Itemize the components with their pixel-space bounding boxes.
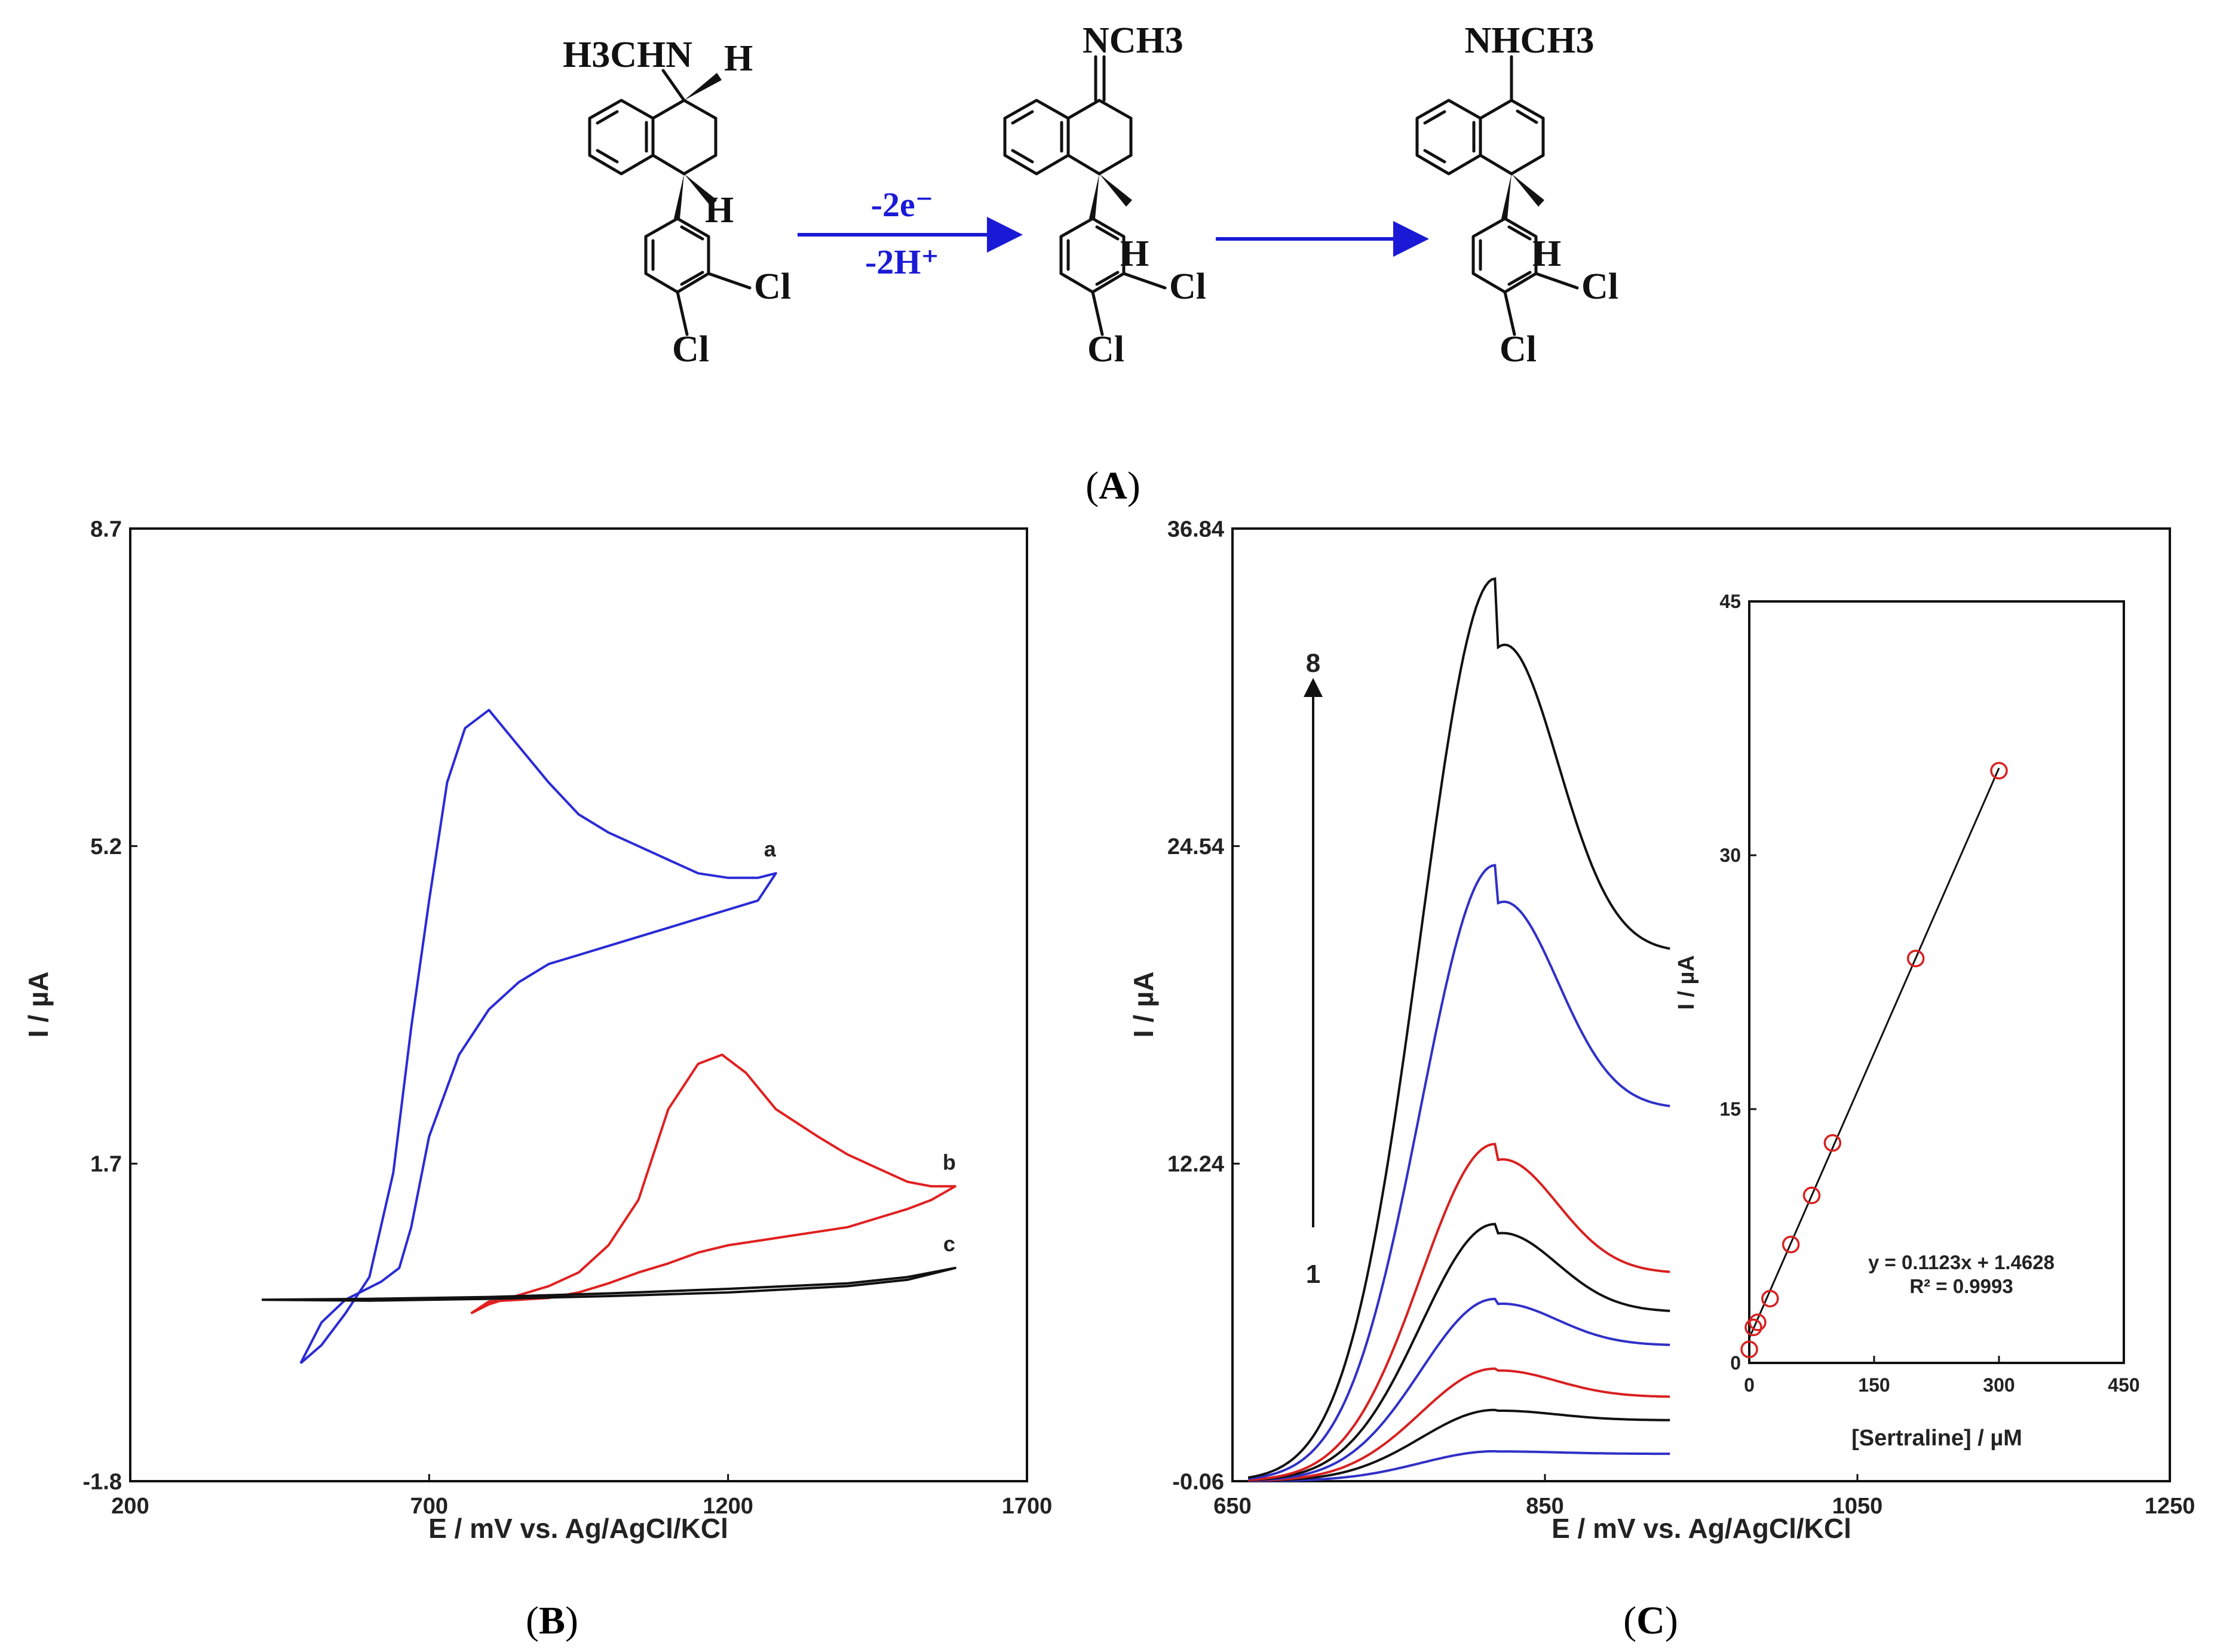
panel-c-x-tick-label: 650 bbox=[1213, 1494, 1251, 1519]
panel-c-label: (C) bbox=[1623, 1599, 1678, 1642]
panel-b-x-axis-title: E / mV vs. Ag/AgCl/KCl bbox=[428, 1513, 728, 1544]
arrow-1-top-label: -2e⁻ bbox=[871, 185, 934, 224]
panel-b-y-tick-label: 1.7 bbox=[90, 1152, 122, 1177]
cl-bottom-label: Cl bbox=[672, 329, 709, 370]
panel-c-chart: 650 850 1050 1250 -0.06 12.24 24.54 36.84 8 1 E… bbox=[1128, 517, 2195, 1642]
panel-c-y-tick-label: -0.06 bbox=[1172, 1469, 1224, 1494]
calibration-point bbox=[1744, 1318, 1762, 1337]
molecule-3: NHCH3 H Cl Cl bbox=[1415, 20, 1618, 370]
inset-frame bbox=[1748, 600, 2125, 1364]
h-top-label: H bbox=[724, 38, 753, 79]
panel-b-y-tick-label: -1.8 bbox=[83, 1469, 122, 1494]
dpv-curve-1 bbox=[1248, 1450, 1670, 1482]
reaction-scheme: H3CHN H H Cl Cl -2e⁻ -2H⁺ bbox=[563, 20, 1618, 508]
inset-y-axis-title: I / µA bbox=[1674, 955, 1699, 1010]
calibration-point bbox=[1823, 1134, 1842, 1152]
inset-y-tick-label: 30 bbox=[1719, 845, 1741, 866]
inset-x-axis-title: [Sertraline] / µM bbox=[1851, 1426, 2022, 1451]
dpv-curve-3 bbox=[1248, 1367, 1670, 1482]
dpv-curve-7 bbox=[1247, 864, 1670, 1480]
panel-b-ticks: 200 700 1200 1700 -1.8 1.7 5.2 8.7 bbox=[83, 517, 1053, 1519]
h-bottom-label: H bbox=[1532, 234, 1561, 274]
fit-r-squared: R² = 0.9993 bbox=[1909, 1275, 2013, 1297]
inset-y-tick-label: 15 bbox=[1719, 1098, 1741, 1120]
panel-b-chart: 200 700 1200 1700 -1.8 1.7 5.2 8.7 a b c E / mV v… bbox=[23, 517, 1052, 1642]
dpv-curve-2 bbox=[1248, 1408, 1670, 1482]
fit-equation: y = 0.1123x + 1.4628 bbox=[1868, 1251, 2055, 1273]
inset-y-tick-label: 0 bbox=[1730, 1352, 1741, 1374]
cl-right-label: Cl bbox=[1169, 266, 1206, 307]
panel-b-series: a b c bbox=[262, 708, 956, 1365]
cl-right-label: Cl bbox=[754, 266, 791, 307]
panel-b-x-tick-label: 200 bbox=[111, 1494, 149, 1519]
panel-c-ticks: 650 850 1050 1250 -0.06 12.24 24.54 36.84 bbox=[1167, 517, 2195, 1519]
dpv-curve-6 bbox=[1248, 1143, 1670, 1481]
panel-b-x-tick-label: 700 bbox=[410, 1494, 448, 1519]
cv-curve-label-c: c bbox=[943, 1232, 955, 1256]
panel-b-y-tick-label: 5.2 bbox=[90, 834, 122, 859]
panel-c-x-axis-title: E / mV vs. Ag/AgCl/KCl bbox=[1552, 1513, 1851, 1544]
calibration-point bbox=[1749, 1313, 1767, 1331]
dpv-curve-4 bbox=[1248, 1297, 1670, 1482]
cv-curve-b bbox=[470, 1054, 956, 1315]
calibration-point bbox=[1761, 1289, 1779, 1308]
dpv-curve-5 bbox=[1248, 1223, 1670, 1482]
amine-label: H3CHN bbox=[563, 35, 692, 75]
arrow-end-label: 8 bbox=[1306, 649, 1320, 678]
panel-a-label: (A) bbox=[1086, 464, 1140, 508]
panel-c-y-axis-title: I / µA bbox=[1128, 972, 1159, 1038]
calibration-point bbox=[1802, 1186, 1821, 1205]
inset-y-tick-label: 45 bbox=[1719, 591, 1741, 612]
cv-curve-label-b: b bbox=[943, 1150, 956, 1174]
inset-x-tick-label: 300 bbox=[1983, 1374, 2015, 1396]
inset-x-tick-label: 0 bbox=[1744, 1374, 1755, 1396]
molecule-2: NCH3 H Cl Cl bbox=[1003, 20, 1206, 370]
cv-curve-label-a: a bbox=[764, 837, 777, 861]
calibration-point bbox=[1906, 950, 1925, 968]
cl-bottom-label: Cl bbox=[1500, 329, 1537, 370]
imine-label: NCH3 bbox=[1083, 20, 1183, 61]
panel-c-x-tick-label: 1050 bbox=[1832, 1494, 1883, 1519]
inset-x-tick-label: 450 bbox=[2108, 1374, 2139, 1396]
dpv-curve-8 bbox=[1247, 577, 1670, 1479]
inset-marks bbox=[1740, 761, 2008, 1359]
h-bottom-label: H bbox=[1120, 234, 1149, 274]
enamine-label: NHCH3 bbox=[1465, 20, 1595, 61]
panel-b-x-tick-label: 1200 bbox=[703, 1494, 753, 1519]
panel-c-y-tick-label: 24.54 bbox=[1167, 834, 1224, 859]
panel-b-y-axis-title: I / µA bbox=[23, 972, 54, 1038]
cl-right-label: Cl bbox=[1581, 266, 1618, 307]
panel-c-x-tick-label: 1250 bbox=[2145, 1494, 2196, 1519]
cv-curve-c bbox=[262, 1267, 956, 1302]
panel-b-label: (B) bbox=[526, 1599, 578, 1642]
panel-c-frame bbox=[1231, 527, 2171, 1482]
fit-line bbox=[1748, 767, 2000, 1339]
panel-c-x-tick-label: 850 bbox=[1526, 1494, 1563, 1519]
panel-b-y-tick-label: 8.7 bbox=[90, 517, 122, 542]
calibration-point bbox=[1990, 761, 2008, 780]
h-bottom-label: H bbox=[705, 190, 734, 231]
panel-c-series bbox=[1247, 577, 1670, 1482]
molecule-1: H3CHN H H Cl Cl bbox=[563, 35, 791, 370]
cl-bottom-label: Cl bbox=[1087, 329, 1124, 370]
calibration-point bbox=[1782, 1235, 1800, 1254]
inset-ticks: 0 150 300 450 0 15 30 45 bbox=[1719, 591, 2139, 1396]
inset-x-tick-label: 150 bbox=[1858, 1374, 1890, 1396]
arrow-1-bottom-label: -2H⁺ bbox=[865, 242, 939, 281]
cv-curve-a bbox=[299, 708, 777, 1365]
panel-c-y-tick-label: 36.84 bbox=[1167, 517, 1224, 542]
panel-c-y-tick-label: 12.24 bbox=[1167, 1152, 1224, 1177]
panel-b-x-tick-label: 1700 bbox=[1002, 1494, 1053, 1519]
calibration-inset: 0 150 300 450 0 15 30 45 y = 0.1123x + 1.4628 R… bbox=[1674, 591, 2140, 1451]
calibration-point bbox=[1740, 1340, 1758, 1359]
arrow-start-label: 1 bbox=[1306, 1260, 1320, 1289]
panel-b-frame bbox=[129, 527, 1028, 1482]
